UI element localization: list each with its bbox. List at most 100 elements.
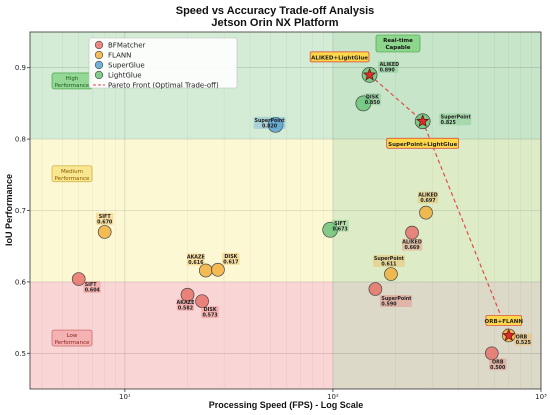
point-value-flann-orb: 0.525 bbox=[516, 340, 531, 346]
y-tick-label: 0.9 bbox=[15, 64, 26, 72]
point-label-bg bbox=[372, 255, 405, 268]
point-label-bg bbox=[331, 219, 349, 232]
point-value-bfmatcher-orb: 0.500 bbox=[490, 365, 506, 371]
point-superglue-superpoint bbox=[267, 116, 284, 133]
realtime-label: Capable bbox=[386, 45, 411, 51]
point-value-bfmatcher-superpoint: 0.590 bbox=[381, 302, 397, 308]
point-value-superglue-superpoint: 0.820 bbox=[262, 123, 278, 129]
legend-label-superglue: SuperGlue bbox=[108, 62, 145, 70]
point-label-bg bbox=[379, 295, 412, 308]
point-label-flann-disk: DISK bbox=[224, 254, 237, 260]
pareto-star bbox=[416, 114, 430, 127]
point-label-flann-sift: SIFT bbox=[99, 214, 112, 220]
region-label-high-performance: High bbox=[66, 76, 79, 82]
legend-label-lightglue: LightGlue bbox=[108, 72, 142, 80]
point-value-flann-akaze: 0.616 bbox=[188, 260, 204, 266]
point-label-bg bbox=[363, 93, 382, 106]
legend-label-bfmatcher: BFMatcher bbox=[108, 42, 145, 50]
region-label-medium-performance: Medium bbox=[61, 169, 83, 175]
point-bfmatcher-orb bbox=[484, 346, 499, 361]
callout-orb-flann: ORB+FLANN bbox=[485, 319, 524, 325]
point-bfmatcher-akaze bbox=[180, 287, 195, 302]
pareto-star bbox=[502, 328, 516, 341]
y-axis-label: IoU Performance bbox=[4, 174, 14, 246]
callout-aliked-lightglue: ALIKED+LightGlue bbox=[311, 55, 368, 61]
legend-label-flann: FLANN bbox=[108, 52, 131, 60]
point-label-bg bbox=[201, 306, 219, 319]
point-value-lightglue-disk: 0.850 bbox=[365, 100, 381, 106]
point-lightglue-disk bbox=[355, 95, 372, 112]
callout-box-aliked-lightglue bbox=[309, 51, 370, 63]
point-label-bg bbox=[489, 358, 507, 371]
point-value-bfmatcher-sift: 0.604 bbox=[85, 288, 101, 294]
point-value-flann-superpoint: 0.611 bbox=[381, 262, 396, 268]
region-label-box bbox=[51, 165, 93, 183]
point-label-flann-aliked: ALIKED bbox=[418, 193, 438, 199]
point-label-bg bbox=[176, 298, 195, 311]
point-lightglue-sift bbox=[322, 221, 339, 238]
point-label-bg bbox=[187, 253, 205, 266]
pareto-star bbox=[363, 68, 377, 81]
point-label-bg bbox=[253, 116, 286, 129]
legend-marker-flann bbox=[94, 50, 104, 60]
point-label-lightglue-aliked: ALIKED bbox=[380, 62, 400, 68]
region-label-low-performance: Performance bbox=[55, 340, 90, 346]
realtime-label: Real-time bbox=[383, 38, 413, 44]
x-tick-label: 10³ bbox=[535, 393, 547, 401]
point-label-bg bbox=[95, 212, 114, 225]
plot-area: 10¹ 10² 10³0.50.60.70.80.9HighPerformanceM… bbox=[15, 31, 547, 401]
point-label-bfmatcher-disk: DISK bbox=[204, 307, 217, 313]
point-label-bg bbox=[417, 191, 439, 204]
point-label-lightglue-superpoint: SuperPoint bbox=[441, 114, 472, 120]
point-label-lightglue-disk: DISK bbox=[366, 94, 379, 100]
region-label-box bbox=[51, 329, 93, 347]
point-label-flann-superpoint: SuperPoint bbox=[374, 256, 405, 262]
callout-box-orb-flann bbox=[485, 315, 522, 326]
callout-superpoint-lightglue: SuperPoint+LightGlue bbox=[388, 142, 457, 148]
point-label-bg bbox=[83, 281, 101, 294]
point-value-flann-disk: 0.617 bbox=[223, 259, 238, 265]
point-label-flann-orb: ORB bbox=[516, 334, 528, 340]
y-tick-label: 0.7 bbox=[15, 207, 26, 215]
point-bfmatcher-aliked bbox=[405, 225, 419, 240]
legend-label-pareto-front: Pareto Front (Optimal Trade-off) bbox=[108, 82, 219, 90]
x-tick-label: 10² bbox=[327, 393, 339, 401]
y-tick-label: 0.5 bbox=[15, 350, 26, 358]
point-label-bfmatcher-sift: SIFT bbox=[85, 282, 98, 288]
point-value-bfmatcher-aliked: 0.669 bbox=[404, 245, 420, 251]
point-label-superglue-superpoint: SuperPoint bbox=[255, 118, 286, 124]
point-value-bfmatcher-akaze: 0.582 bbox=[178, 305, 193, 311]
x-tick-label: 10¹ bbox=[119, 393, 131, 401]
point-flann-aliked bbox=[419, 205, 433, 220]
point-label-bfmatcher-orb: ORB bbox=[492, 359, 504, 365]
x-axis-label: Processing Speed (FPS) - Log Scale bbox=[209, 400, 364, 410]
point-value-bfmatcher-disk: 0.573 bbox=[202, 313, 217, 319]
point-bfmatcher-disk bbox=[195, 294, 209, 309]
point-label-bg bbox=[439, 113, 472, 126]
point-label-bg bbox=[378, 60, 399, 73]
legend-marker-bfmatcher bbox=[94, 40, 104, 50]
point-label-bg bbox=[401, 238, 423, 251]
point-label-bfmatcher-akaze: AKAZE bbox=[177, 300, 195, 306]
realtime-label-box bbox=[375, 34, 421, 53]
point-bfmatcher-sift bbox=[71, 272, 86, 286]
legend-marker-superglue bbox=[94, 60, 104, 70]
point-flann-sift bbox=[97, 225, 112, 239]
callout-box-superpoint-lightglue bbox=[386, 137, 460, 149]
legend bbox=[88, 37, 238, 89]
point-value-lightglue-sift: 0.673 bbox=[333, 226, 348, 232]
point-label-bfmatcher-superpoint: SuperPoint bbox=[381, 296, 412, 302]
region-label-low-performance: Low bbox=[67, 333, 78, 339]
point-flann-disk bbox=[211, 262, 225, 277]
y-tick-label: 0.8 bbox=[15, 136, 26, 144]
point-value-flann-sift: 0.670 bbox=[97, 219, 113, 225]
point-flann-superpoint bbox=[384, 267, 398, 281]
region-band-low-performance bbox=[30, 281, 541, 389]
point-label-bg bbox=[514, 333, 532, 346]
point-label-bg bbox=[222, 252, 240, 265]
legend-marker-lightglue bbox=[94, 70, 104, 80]
region-label-medium-performance: Performance bbox=[55, 176, 90, 182]
chart-subtitle: Jetson Orin NX Platform bbox=[211, 17, 338, 29]
chart-title: Speed vs Accuracy Trade-off Analysis bbox=[176, 5, 375, 17]
